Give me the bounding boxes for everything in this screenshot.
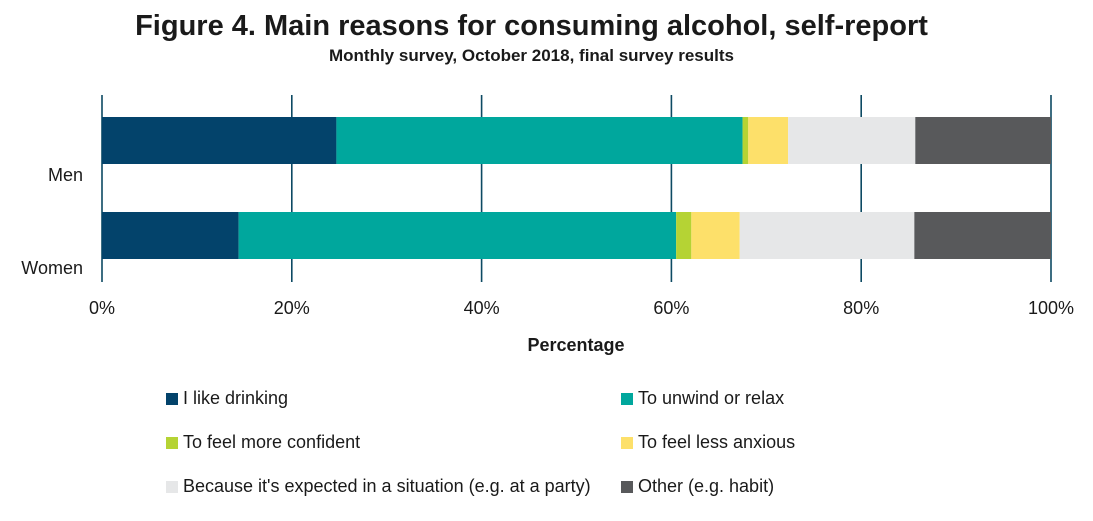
- x-tick-label: 100%: [1028, 298, 1074, 318]
- bar-segment: [102, 212, 239, 259]
- legend-swatch: [621, 480, 633, 493]
- legend-swatch: [621, 392, 633, 405]
- bar-segment: [788, 117, 916, 164]
- x-tick-label: 20%: [274, 298, 310, 318]
- legend-swatch: [166, 480, 178, 493]
- category-label: Men: [48, 165, 83, 185]
- bar-segment: [748, 117, 789, 164]
- legend-label: I like drinking: [183, 388, 289, 408]
- legend-swatch: [166, 392, 178, 405]
- bar-segment: [336, 117, 743, 164]
- chart-legend: I like drinking To unwind or relax To feel…: [166, 388, 1046, 497]
- x-tick-label: 60%: [653, 298, 689, 318]
- bar-segment: [676, 212, 692, 259]
- bar-segment: [739, 212, 915, 259]
- bar-segment: [102, 117, 337, 164]
- bar-segment: [691, 212, 740, 259]
- legend-item: I like drinking: [166, 388, 621, 409]
- x-axis-label: Percentage: [527, 335, 624, 355]
- bar-segment: [914, 212, 1051, 259]
- bar-segment: [915, 117, 1051, 164]
- chart-subtitle: Monthly survey, October 2018, final surv…: [328, 46, 734, 65]
- bar-chart: Men Women 0% 20% 40% 60% 80% 100% Percentage: [21, 95, 1074, 355]
- legend-swatch: [621, 436, 633, 449]
- bar-segment: [238, 212, 677, 259]
- legend-swatch: [166, 436, 178, 449]
- legend-label: Because it's expected in a situation (e.…: [183, 476, 591, 496]
- x-tick-label: 0%: [89, 298, 115, 318]
- legend-item: To unwind or relax: [621, 388, 1041, 409]
- bar-segment: [742, 117, 749, 164]
- legend-item: Other (e.g. habit): [621, 476, 1041, 497]
- legend-item: Because it's expected in a situation (e.…: [166, 476, 621, 497]
- legend-label: To feel less anxious: [638, 432, 796, 452]
- legend-item: To feel less anxious: [621, 432, 1041, 453]
- x-tick-label: 80%: [843, 298, 879, 318]
- legend-label: Other (e.g. habit): [638, 476, 775, 496]
- x-tick-label: 40%: [464, 298, 500, 318]
- legend-item: To feel more confident: [166, 432, 621, 453]
- legend-label: To unwind or relax: [638, 388, 785, 408]
- category-label: Women: [21, 258, 83, 278]
- legend-label: To feel more confident: [183, 432, 361, 452]
- chart-title: Figure 4. Main reasons for consuming alc…: [135, 10, 928, 42]
